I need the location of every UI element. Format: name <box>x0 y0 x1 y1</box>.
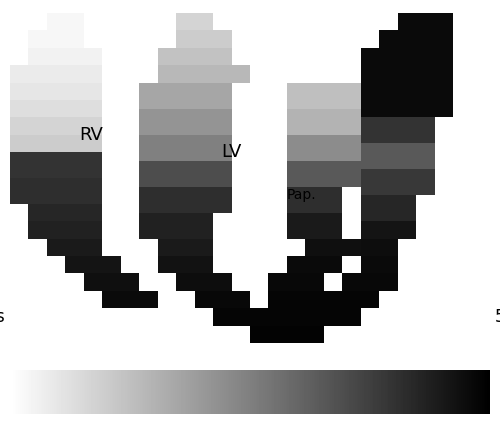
Bar <box>287 256 343 273</box>
Bar <box>139 82 232 109</box>
Bar <box>361 239 398 256</box>
Bar <box>139 213 213 239</box>
Bar <box>194 291 250 308</box>
Bar <box>287 109 361 135</box>
Bar <box>47 239 102 256</box>
Bar <box>361 195 416 221</box>
Bar <box>361 65 453 91</box>
Bar <box>158 48 232 65</box>
Bar <box>28 48 102 65</box>
Bar <box>379 31 453 48</box>
Bar <box>158 256 213 273</box>
Bar <box>306 239 361 256</box>
Bar <box>10 152 102 178</box>
Bar <box>139 135 232 160</box>
Bar <box>10 178 102 204</box>
Bar <box>139 187 232 213</box>
Bar <box>324 291 379 308</box>
Text: RV: RV <box>80 126 103 143</box>
Bar <box>139 109 232 135</box>
Bar <box>28 31 84 48</box>
Bar <box>10 100 102 117</box>
Text: Pap.: Pap. <box>287 188 316 202</box>
Bar <box>361 256 398 273</box>
Bar <box>176 273 232 291</box>
Bar <box>10 117 102 135</box>
Bar <box>268 273 324 291</box>
Bar <box>102 291 158 308</box>
Bar <box>28 221 102 239</box>
Bar <box>158 65 250 82</box>
Bar <box>10 82 102 100</box>
Bar <box>287 160 361 187</box>
Bar <box>287 82 361 109</box>
Bar <box>10 65 102 82</box>
Bar <box>361 169 434 195</box>
Bar <box>268 291 324 308</box>
Bar <box>47 13 84 31</box>
Bar <box>361 117 434 143</box>
Text: LV: LV <box>222 143 242 161</box>
Text: 0 ms: 0 ms <box>0 308 5 326</box>
Bar <box>342 273 398 291</box>
Bar <box>361 48 453 65</box>
Bar <box>306 308 361 326</box>
Bar <box>232 308 324 326</box>
Bar <box>287 187 343 213</box>
Bar <box>213 308 268 326</box>
Bar <box>139 160 232 187</box>
Text: 50 ms: 50 ms <box>495 308 500 326</box>
Bar <box>361 143 434 169</box>
Bar <box>361 221 416 239</box>
Bar <box>84 273 139 291</box>
Bar <box>250 326 324 343</box>
Bar <box>398 13 453 31</box>
Bar <box>158 239 213 256</box>
Bar <box>10 135 102 152</box>
Bar <box>176 31 232 48</box>
Bar <box>361 91 453 117</box>
Bar <box>176 13 213 31</box>
Bar <box>287 213 343 239</box>
Bar <box>287 135 361 160</box>
Bar <box>66 256 121 273</box>
Bar <box>28 204 102 221</box>
